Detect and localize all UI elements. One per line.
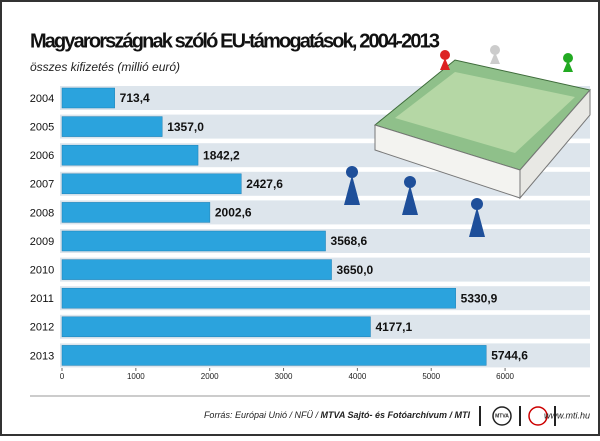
value-label: 3568,6 (331, 234, 368, 248)
x-tick-label: 5000 (422, 372, 440, 381)
x-tick-label: 3000 (275, 372, 293, 381)
x-tick-label: 1000 (127, 372, 145, 381)
value-label: 713,4 (120, 91, 150, 105)
plot: 713,4 2004 1357,0 2005 1842,2 2006 2427,6 2007 2… (30, 86, 590, 381)
value-label: 5330,9 (461, 291, 498, 305)
y-tick-label: 2006 (30, 150, 54, 162)
source: Forrás: Európai Unió / NFÜ / (204, 410, 321, 420)
x-tick-label: 2000 (201, 372, 219, 381)
y-tick-label: 2012 (30, 322, 54, 334)
y-tick-label: 2004 (30, 93, 54, 105)
bar (61, 230, 326, 252)
bar (61, 173, 242, 195)
value-label: 3650,0 (337, 263, 374, 277)
bar (61, 259, 332, 280)
y-tick-label: 2009 (30, 236, 54, 248)
value-label: 2002,6 (215, 206, 252, 220)
y-tick-label: 2008 (30, 207, 54, 219)
website: www.mti.hu (544, 410, 590, 420)
source-bold: MTVA Sajtó- és Fotóarchívum / MTI (320, 410, 470, 420)
y-tick-label: 2013 (30, 350, 54, 362)
bar (61, 144, 199, 166)
logo-text: MTVA (495, 413, 509, 419)
logo-circle-2 (528, 406, 548, 426)
value-label: 4177,1 (375, 320, 412, 334)
chart-subtitle: összes kifizetés (millió euró) (30, 60, 180, 74)
value-label: 5744,6 (491, 349, 528, 363)
logo-circle (492, 406, 512, 426)
bar (61, 316, 371, 338)
value-label: 2427,6 (246, 177, 283, 191)
x-tick-label: 6000 (496, 372, 514, 381)
bar (61, 202, 211, 223)
y-tick-label: 2011 (30, 293, 54, 305)
footer-source: Forrás: Európai Unió / NFÜ / MTVA Sajtó-… (204, 410, 471, 420)
bar (61, 345, 487, 366)
value-label: 1357,0 (167, 120, 204, 134)
y-tick-label: 2010 (30, 265, 54, 277)
y-tick-label: 2007 (30, 179, 54, 191)
bar (61, 87, 115, 109)
money-illustration (344, 45, 591, 237)
bar (61, 287, 456, 309)
y-tick-label: 2005 (30, 122, 54, 134)
x-tick-label: 0 (60, 372, 65, 381)
x-tick-label: 4000 (348, 372, 366, 381)
chart-title: Magyarországnak szóló EU-támogatások, 20… (30, 30, 440, 52)
value-label: 1842,2 (203, 148, 240, 162)
bar (61, 116, 163, 137)
